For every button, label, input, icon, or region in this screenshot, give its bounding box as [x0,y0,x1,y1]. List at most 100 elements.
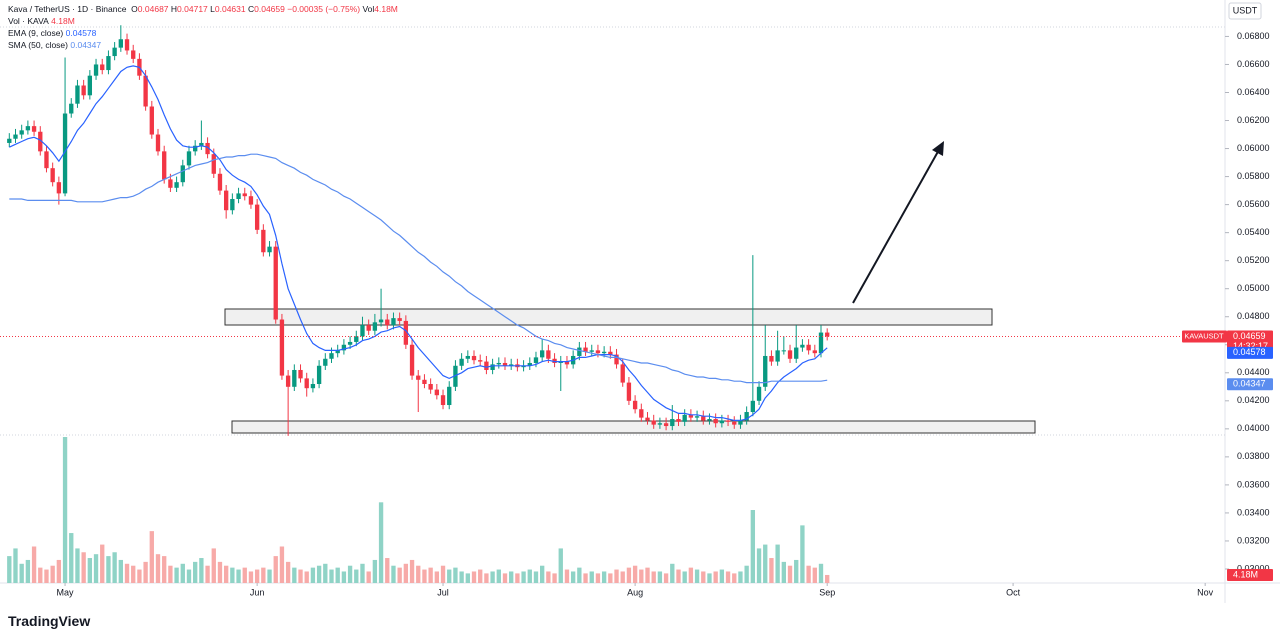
resistance-zone [224,308,993,326]
volume-bar [69,533,74,583]
indicator-line [9,65,828,421]
volume-bar [490,571,495,583]
candle-body [546,350,551,359]
volume-bar [31,546,37,583]
volume-bar [763,544,768,583]
volume-bar [471,571,477,583]
volume-bar [174,567,179,583]
volume-bar [273,556,278,583]
candle-body [775,350,780,362]
volume-bar [564,569,570,583]
volume-bar [725,571,731,583]
change: −0.00035 [287,4,323,14]
y-tick-label: 0.06800 [1237,31,1270,41]
volume-bar [601,571,607,583]
x-tick-label: Aug [627,587,643,597]
volume-bar [614,569,619,583]
volume-bar [155,554,161,583]
candle-body [38,131,43,152]
volume-bar [496,569,501,583]
candle-body [639,409,644,418]
volume-bar [453,567,458,583]
volume-bar [558,548,563,583]
candle-body [310,383,316,389]
volume-bar [509,571,514,583]
volume-bar [794,559,799,583]
volume-bar [329,569,334,583]
candle-body [701,416,706,421]
volume-bar [217,561,223,583]
candle-body [174,182,179,188]
candle-body [25,126,31,131]
volume-bar [732,573,737,583]
candle-body [496,362,501,365]
candle-body [428,383,433,390]
volume-bar [180,563,185,583]
volume-bar [409,559,415,583]
volume-bar [44,569,49,583]
volume-bar [230,567,235,583]
volume-bar [112,552,117,583]
volume-bar [670,563,675,583]
candle-body [818,332,824,354]
candle-body [434,389,440,396]
indicator-name: SMA (50, close) [8,40,68,50]
candle-body [149,106,154,135]
candle-body [577,347,582,356]
candle-body [236,193,241,200]
indicator-value: 0.04578 [65,28,97,38]
y-tick-label: 0.05600 [1237,199,1270,209]
candle-body [713,419,718,424]
candle-body [645,417,650,421]
ohlc-letter: L [210,4,215,14]
candle-body [335,350,340,354]
candle-body [217,173,223,191]
volume-bar [267,569,272,583]
volume-bar [459,571,464,583]
candle-body [601,351,607,354]
volume-bar [254,569,260,583]
volume-bar [38,567,43,583]
ohlc-letter: O [131,4,138,14]
volume-bar [478,569,483,583]
candle-body [56,182,62,194]
ohlc-value: 0.04659 [254,4,285,14]
volume-bar [106,556,111,583]
candle-body [385,319,390,326]
volume-bar [168,565,173,583]
candle-body [564,361,570,365]
volume-bar [663,573,669,583]
candle-body [267,246,272,253]
candle-body [800,344,805,348]
y-tick-label: 0.04400 [1237,367,1270,377]
candle-body [471,355,477,361]
volume-bar [521,571,526,583]
candle-body [502,362,508,366]
candle-body [19,130,24,135]
volume-bar [595,573,601,583]
candle-body [378,319,384,323]
volume-value: 4.18M [51,16,75,26]
candle-body [509,364,514,366]
candle-body [732,421,737,425]
volume-bar [285,561,291,583]
volume-bar [540,565,545,583]
volume-bar [292,567,297,583]
volume-bar [651,571,656,583]
volume-bar [391,565,396,583]
volume-bar [645,567,650,583]
volume-bar [701,571,706,583]
y-tick-label: 0.05800 [1237,171,1270,181]
x-tick-label: Nov [1197,587,1214,597]
y-tick-label: 0.05400 [1237,227,1270,237]
candle-body [794,347,799,359]
y-tick-label: 0.04800 [1237,311,1270,321]
candle-body [744,412,749,421]
y-tick-label: 0.05000 [1237,283,1270,293]
candle-body [261,229,266,253]
volume-bar [639,569,644,583]
candle-body [354,336,359,342]
volume-bar [800,525,805,583]
volume-bar [626,567,632,583]
candle-body [787,350,793,359]
